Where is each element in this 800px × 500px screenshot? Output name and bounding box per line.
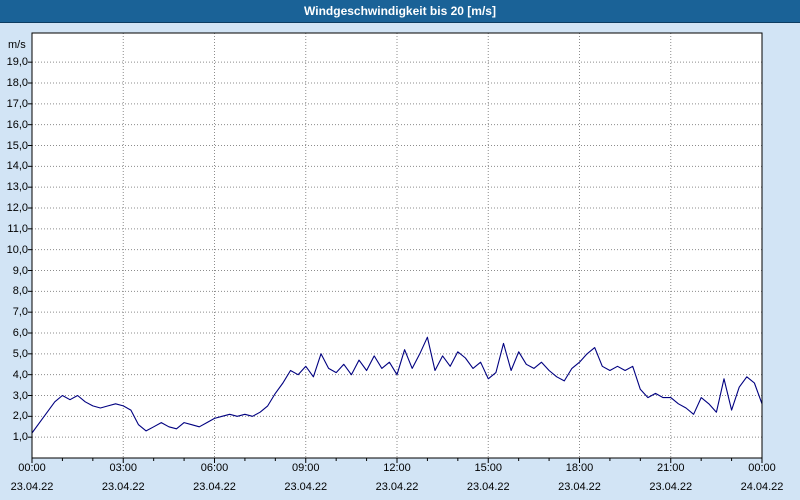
y-tick-label: 6,0 <box>12 327 28 339</box>
wind-speed-series <box>31 336 763 434</box>
chart-region: m/s 1,0 2,0 3,0 4,0 5,0 6,0 7,0 8,0 9,0 10,0 11,0 1… <box>0 22 800 500</box>
y-tick-label: 18,0 <box>6 77 28 89</box>
wind-speed-chart <box>28 32 763 463</box>
x-tick-date-label: 23.04.22 <box>101 481 145 493</box>
x-tick-time-label: 09:00 <box>291 462 320 474</box>
y-tick-label: 15,0 <box>6 139 28 152</box>
y-tick-label: 19,0 <box>6 56 28 69</box>
y-tick-label: 3,0 <box>12 389 28 402</box>
y-tick-label: 9,0 <box>12 264 28 277</box>
y-axis-unit-label: m/s <box>8 39 26 51</box>
x-tick-date-label: 23.04.22 <box>649 481 693 493</box>
x-tick-date-label: 23.04.22 <box>10 481 54 493</box>
x-tick-time-label: 00:00 <box>748 462 776 474</box>
x-tick-date-label: 23.04.22 <box>375 481 419 493</box>
y-tick-label: 2,0 <box>12 410 28 423</box>
y-tick-label: 8,0 <box>12 285 28 298</box>
y-tick-label: 13,0 <box>6 181 28 194</box>
x-tick-date-label: 23.04.22 <box>193 481 236 493</box>
chart-title: Windgeschwindigkeit bis 20 [m/s] <box>304 4 496 18</box>
y-tick-label: 5,0 <box>12 347 28 360</box>
y-tick-label: 11,0 <box>7 222 28 235</box>
y-tick-label: 12,0 <box>6 202 28 214</box>
y-tick-label: 10,0 <box>6 243 28 256</box>
x-tick-time-label: 15:00 <box>474 462 503 474</box>
y-tick-label: 1,0 <box>12 431 28 444</box>
y-tick-label: 16,0 <box>6 118 28 131</box>
x-tick-date-label: 23.04.22 <box>558 481 601 493</box>
x-tick-time-label: 12:00 <box>383 462 411 474</box>
y-tick-label: 4,0 <box>12 368 28 381</box>
x-tick-time-label: 21:00 <box>656 462 685 474</box>
x-tick-date-label: 23.04.22 <box>284 481 328 493</box>
x-tick-time-label: 03:00 <box>109 462 138 474</box>
x-tick-date-label: 23.04.22 <box>466 481 510 493</box>
x-tick-time-label: 06:00 <box>200 462 229 474</box>
x-tick-time-label: 00:00 <box>18 462 46 474</box>
y-tick-label: 14,0 <box>6 160 28 173</box>
y-tick-label: 17,0 <box>6 97 28 110</box>
title-bar: Windgeschwindigkeit bis 20 [m/s] <box>0 0 800 23</box>
y-tick-label: 7,0 <box>12 306 28 319</box>
x-tick-time-label: 18:00 <box>565 462 594 474</box>
x-tick-date-label: 24.04.22 <box>740 481 784 493</box>
plot-border <box>31 32 763 459</box>
